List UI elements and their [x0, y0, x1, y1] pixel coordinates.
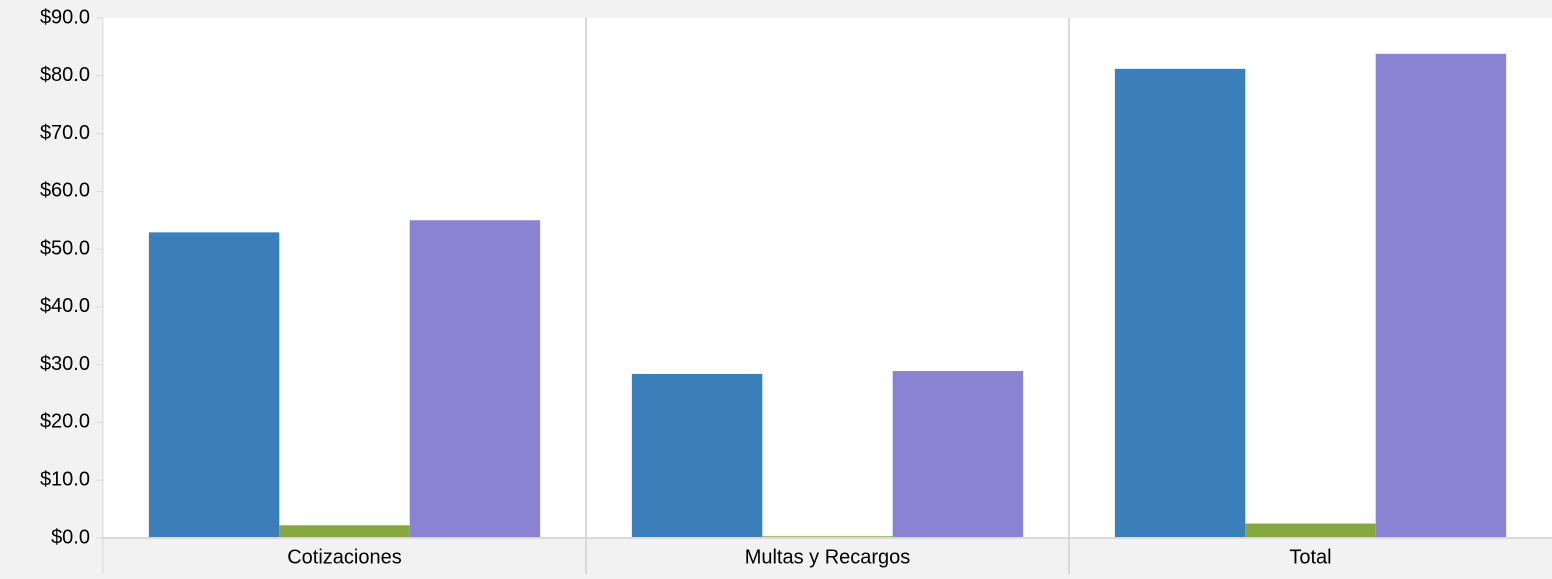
y-tick-label: $10.0	[40, 469, 90, 491]
y-tick-label: $80.0	[40, 64, 90, 86]
y-tick-label: $70.0	[40, 122, 90, 144]
bar	[148, 232, 280, 538]
y-tick-label: $20.0	[40, 411, 90, 433]
bar	[631, 373, 763, 538]
y-tick-label: $0.0	[51, 526, 90, 548]
bar	[1375, 53, 1507, 538]
bar	[892, 371, 1024, 538]
y-tick-label: $50.0	[40, 237, 90, 259]
y-tick-label: $30.0	[40, 353, 90, 375]
bar	[1114, 68, 1246, 538]
x-tick-label: Multas y Recargos	[745, 546, 911, 568]
y-tick-label: $90.0	[40, 6, 90, 28]
plot-area	[103, 18, 1552, 538]
x-tick-label: Cotizaciones	[287, 546, 402, 568]
bar	[279, 525, 410, 538]
x-tick-label: Total	[1289, 546, 1331, 568]
bar	[1245, 523, 1376, 538]
bar	[409, 220, 541, 538]
y-tick-label: $60.0	[40, 180, 90, 202]
y-tick-label: $40.0	[40, 295, 90, 317]
